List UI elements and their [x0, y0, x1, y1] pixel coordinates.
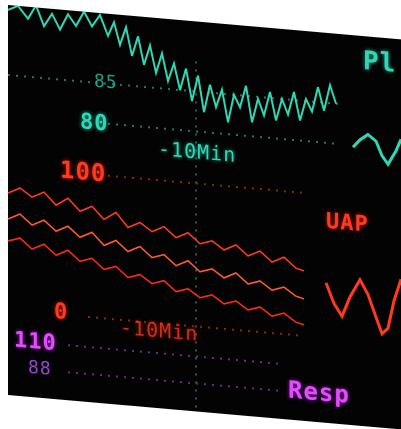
- pleth-waveform-right: [351, 132, 401, 167]
- uap-trace-lower: [8, 237, 305, 326]
- uap-trace-middle: [8, 213, 305, 300]
- pleth-waveform: [8, 5, 337, 123]
- pleth-scale-low: 80: [80, 109, 109, 137]
- resp-label: Resp: [288, 375, 350, 409]
- grid-line-red-top: [108, 174, 308, 195]
- uap-trace-upper: [8, 187, 305, 272]
- grid-line-red-bottom: [88, 315, 298, 337]
- uap-scale-low: 0: [54, 299, 69, 326]
- resp-scale-low: 88: [28, 356, 52, 380]
- grid-line-mag-top: [68, 344, 278, 365]
- uap-waveform-right: [324, 276, 401, 337]
- uap-scale-high: 100: [60, 155, 107, 188]
- waveform-layer: [8, 5, 401, 412]
- monitor-screen: Pl 85 80 -10Min 100 UAP 0 -10Min 110 88 …: [8, 5, 401, 429]
- pleth-label: Pl: [363, 46, 397, 79]
- grid-line-mag-bottom: [68, 371, 278, 392]
- uap-band: [8, 187, 305, 326]
- uap-label: UAP: [326, 208, 369, 238]
- resp-scale-high: 110: [14, 327, 57, 357]
- grid-line-teal-top: [8, 74, 338, 105]
- grid-lines: [8, 61, 338, 412]
- pleth-scale-high: 85: [94, 70, 118, 94]
